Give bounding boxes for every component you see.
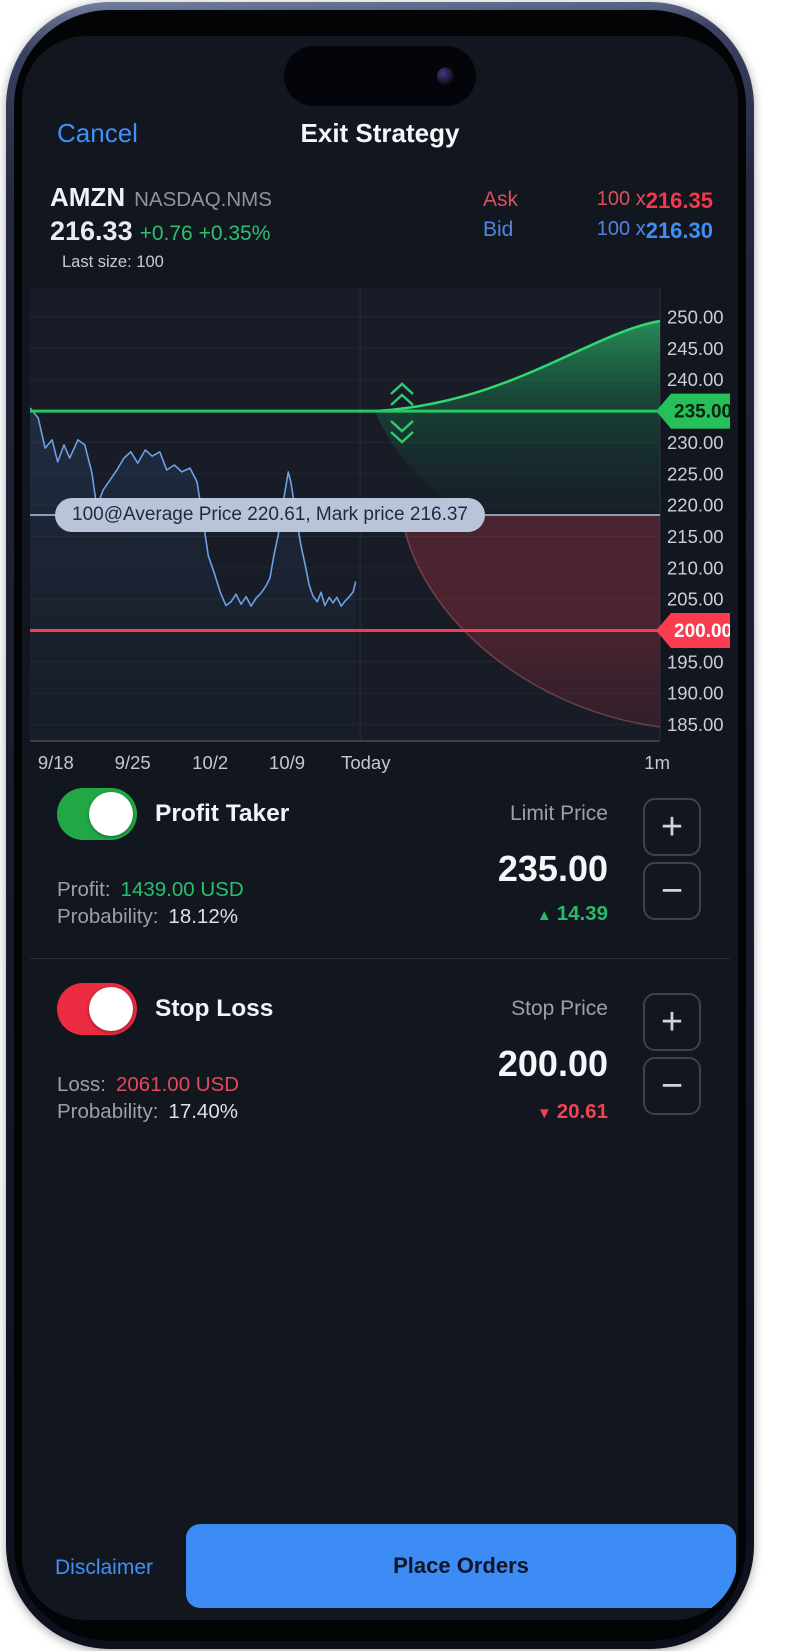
- profit-probability-row: Probability: 18.12%: [57, 905, 238, 928]
- svg-text:185.00: 185.00: [667, 714, 724, 735]
- limit-price-label: Limit Price: [509, 802, 608, 825]
- svg-text:210.00: 210.00: [667, 557, 724, 578]
- disclaimer-link[interactable]: Disclaimer: [55, 1556, 154, 1579]
- ask-size: 100 x: [596, 188, 646, 210]
- svg-text:10/9: 10/9: [269, 752, 305, 773]
- last-price-row: 216.33 +0.76 +0.35%: [50, 216, 270, 247]
- last-size: Last size: 100: [62, 253, 164, 271]
- bid-size: 100 x: [596, 218, 646, 240]
- svg-text:235.00: 235.00: [674, 402, 730, 423]
- profit-zone: [375, 321, 660, 515]
- loss-probability-row: Probability: 17.40%: [57, 1100, 238, 1123]
- place-orders-button[interactable]: Place Orders: [186, 1524, 736, 1608]
- profit-zone-edge: [374, 319, 661, 413]
- ask-row: Ask 100 x 216.35: [483, 188, 713, 214]
- position-tooltip: 100@Average Price 220.61, Mark price 216…: [55, 498, 486, 532]
- svg-text:10/2: 10/2: [192, 752, 228, 773]
- range-label[interactable]: 1m: [644, 752, 670, 773]
- svg-text:9/18: 9/18: [38, 752, 74, 773]
- phone-screen: Cancel Exit Strategy AMZN NASDAQ.NMS 216.…: [22, 36, 738, 1620]
- dynamic-island: [284, 46, 476, 106]
- toggle-knob: [89, 987, 133, 1031]
- svg-text:250.00: 250.00: [667, 307, 724, 328]
- chart-canvas[interactable]: 235.00 200.00 250.00 245.00 240.00 230.00 225.…: [29, 288, 732, 780]
- profit-taker-title: Profit Taker: [155, 800, 290, 827]
- svg-text:195.00: 195.00: [667, 651, 724, 672]
- price-change: +0.76 +0.35%: [139, 222, 271, 245]
- loss-probability-value: 17.40%: [168, 1100, 238, 1123]
- cancel-button[interactable]: Cancel: [57, 118, 138, 148]
- symbol: AMZN: [50, 182, 126, 212]
- stop-price-value[interactable]: 200.00: [497, 1043, 608, 1084]
- bid-price[interactable]: 216.30: [645, 218, 713, 243]
- toggle-knob: [89, 792, 133, 836]
- loss-zone-edge: [401, 514, 661, 728]
- ask-price[interactable]: 216.35: [645, 188, 713, 213]
- loss-row: Loss: 2061.00 USD: [57, 1073, 240, 1096]
- loss-zone: [402, 515, 660, 727]
- limit-price-value[interactable]: 235.00: [497, 848, 608, 889]
- profit-value: 1439.00 USD: [120, 878, 244, 901]
- limit-delta: ▲ 14.39: [536, 902, 608, 925]
- price-series-area: [30, 407, 356, 740]
- svg-text:225.00: 225.00: [667, 463, 724, 484]
- svg-text:240.00: 240.00: [667, 369, 724, 390]
- stop-loss-title: Stop Loss: [155, 995, 274, 1022]
- arrow-up-icon: ▲: [536, 907, 552, 924]
- stop-loss-toggle[interactable]: [57, 983, 137, 1035]
- chevron-down-icon[interactable]: [390, 420, 414, 444]
- svg-text:230.00: 230.00: [667, 432, 724, 453]
- stop-decrement-button[interactable]: −: [643, 1057, 701, 1115]
- svg-text:215.00: 215.00: [667, 526, 724, 547]
- limit-decrement-button[interactable]: −: [643, 862, 701, 920]
- bid-label: Bid: [483, 218, 514, 241]
- symbol-row: AMZN NASDAQ.NMS: [50, 182, 272, 213]
- stop-price-label: Stop Price: [511, 997, 608, 1020]
- limit-price-badge[interactable]: [656, 393, 730, 429]
- exchange: NASDAQ.NMS: [134, 188, 272, 211]
- profit-row: Profit: 1439.00 USD: [57, 878, 244, 901]
- x-axis-labels: 9/18 9/25 10/2 10/9 Today: [38, 752, 391, 773]
- svg-text:9/25: 9/25: [115, 752, 151, 773]
- limit-increment-button[interactable]: +: [643, 798, 701, 856]
- svg-text:200.00: 200.00: [674, 621, 730, 642]
- profit-probability-value: 18.12%: [168, 905, 238, 928]
- arrow-down-icon: ▼: [536, 1105, 552, 1122]
- profit-taker-toggle[interactable]: [57, 788, 137, 840]
- stop-increment-button[interactable]: +: [643, 993, 701, 1051]
- section-divider: [30, 958, 730, 959]
- ask-label: Ask: [483, 188, 519, 211]
- stop-delta: ▼ 20.61: [536, 1100, 608, 1123]
- y-axis-labels: 250.00 245.00 240.00 230.00 225.00 220.00 215.…: [667, 307, 724, 736]
- last-price: 216.33: [50, 216, 133, 246]
- svg-text:220.00: 220.00: [667, 495, 724, 516]
- front-camera-icon: [437, 67, 454, 85]
- page-title: Exit Strategy: [300, 118, 460, 148]
- chevron-up-icon[interactable]: [390, 382, 414, 406]
- bid-row: Bid 100 x 216.30: [483, 218, 713, 244]
- stop-price-badge[interactable]: [656, 613, 730, 649]
- svg-text:205.00: 205.00: [667, 589, 724, 610]
- price-chart[interactable]: 235.00 200.00 250.00 245.00 240.00 230.00 225.…: [29, 288, 732, 780]
- loss-value: 2061.00 USD: [116, 1073, 240, 1096]
- svg-text:245.00: 245.00: [667, 338, 724, 359]
- svg-text:190.00: 190.00: [667, 683, 724, 704]
- svg-text:Today: Today: [341, 752, 391, 773]
